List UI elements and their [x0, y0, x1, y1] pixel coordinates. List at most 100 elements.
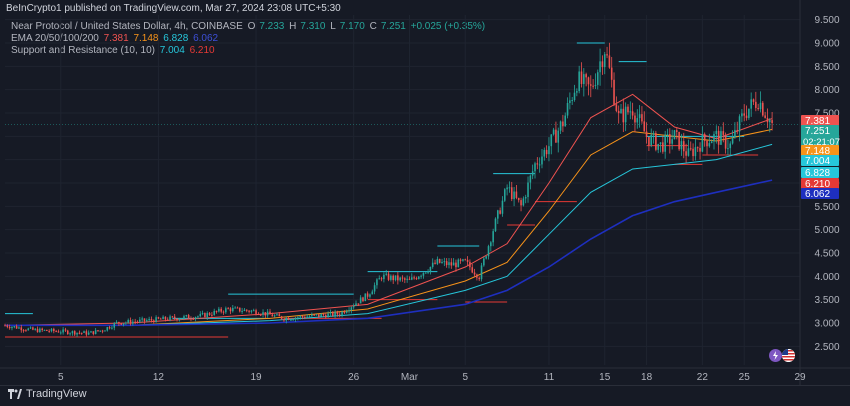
candle-body [722, 131, 725, 135]
candle-body [55, 331, 57, 333]
candle-body [555, 129, 557, 143]
ohlc-close: 7.251 [380, 21, 406, 32]
candle-body [308, 316, 311, 318]
candle-body [503, 189, 506, 201]
price-chart[interactable]: 9.5009.0008.5008.0007.5007.0006.5006.000… [0, 0, 850, 385]
candle-body [673, 130, 676, 140]
candle-body [211, 314, 213, 316]
brand-name: TradingView [26, 388, 87, 400]
candle-body [73, 331, 76, 335]
candle-body [692, 148, 694, 157]
candle-body [287, 317, 290, 321]
candle-body [429, 266, 432, 272]
candle-body [743, 113, 746, 116]
candle-body [755, 101, 757, 108]
candle-body [8, 326, 11, 329]
candle-body [59, 332, 62, 334]
candle-body [757, 107, 759, 110]
candle-body [529, 175, 532, 183]
countdown-label: 02:21:07 [803, 137, 840, 148]
y-tick-label: 4.000 [814, 272, 839, 283]
candle-body [159, 318, 162, 320]
y-tick-label: 7.500 [814, 109, 839, 120]
candle-body [94, 330, 97, 335]
candle-body [241, 311, 243, 313]
candle-body [173, 316, 176, 319]
lightning-icon[interactable] [769, 349, 782, 362]
candle-body [264, 312, 267, 316]
candle-body [585, 74, 587, 78]
ema200-value: 6.062 [193, 33, 219, 44]
candle-body [294, 317, 297, 320]
price-label-text-ema200: 6.062 [805, 189, 830, 200]
candle-body [645, 131, 648, 138]
candle-body [613, 79, 615, 105]
ema-label: EMA 20/50/100/200 [11, 33, 99, 44]
candle-body [550, 134, 553, 147]
candle-body [601, 61, 604, 68]
us-flag-icon[interactable] [782, 349, 795, 362]
candle-body [78, 332, 81, 334]
candle-body [473, 272, 476, 275]
candle-body [445, 261, 448, 266]
candle-body [397, 275, 399, 281]
candle-body [406, 278, 408, 280]
y-tick-label: 3.500 [814, 295, 839, 306]
candle-body [543, 149, 546, 157]
candle-body [545, 149, 548, 155]
ohlc-open-key: O [247, 21, 256, 32]
ema20-value: 7.381 [103, 33, 129, 44]
candle-body [464, 259, 467, 261]
x-tick-label: 25 [739, 372, 751, 383]
candle-body [752, 99, 755, 102]
candle-body [334, 311, 336, 316]
candle-body [764, 115, 766, 118]
candle-body [338, 314, 341, 316]
candle-body [76, 332, 78, 335]
candle-body [648, 137, 650, 146]
candle-body [62, 329, 64, 333]
candle-body [443, 261, 446, 263]
candle-body [22, 330, 25, 332]
x-tick-label: 15 [599, 372, 611, 383]
candle-body [731, 137, 734, 144]
candle-body [320, 314, 322, 317]
candle-body [106, 327, 109, 331]
candle-body [162, 316, 164, 320]
ema100-value: 6.828 [163, 33, 189, 44]
candle-body [583, 74, 585, 84]
candle-body [50, 328, 53, 332]
candle-body [643, 121, 646, 132]
candle-body [629, 111, 632, 113]
candle-body [252, 310, 255, 312]
candle-body [29, 327, 32, 329]
candle-body [666, 134, 669, 136]
candle-body [122, 323, 125, 325]
ohlc-high: 7.310 [300, 21, 326, 32]
candle-body [132, 321, 134, 324]
ohlc-close-key: C [369, 21, 377, 32]
candle-body [99, 330, 102, 332]
candle-body [266, 311, 269, 316]
candle-body [617, 110, 620, 114]
candle-body [557, 130, 560, 143]
candle-body [466, 259, 469, 262]
candle-body [187, 315, 190, 319]
candle-body [734, 129, 736, 138]
candle-body [92, 331, 95, 335]
sr-label: Support and Resistance (10, 10) [11, 45, 155, 56]
candle-body [364, 293, 367, 302]
candle-body [164, 316, 167, 320]
candle-body [689, 148, 692, 150]
candle-body [541, 156, 543, 165]
y-tick-label: 5.000 [814, 225, 839, 236]
candle-body [285, 317, 288, 321]
ema-line-ema100 [5, 143, 773, 326]
candle-body [603, 54, 606, 68]
candle-body [315, 314, 318, 316]
price-label-text-resistance: 7.004 [805, 156, 830, 167]
y-tick-label: 8.500 [814, 62, 839, 73]
candle-body [341, 311, 343, 316]
x-tick-label: 12 [153, 372, 165, 383]
candle-body [729, 143, 732, 149]
